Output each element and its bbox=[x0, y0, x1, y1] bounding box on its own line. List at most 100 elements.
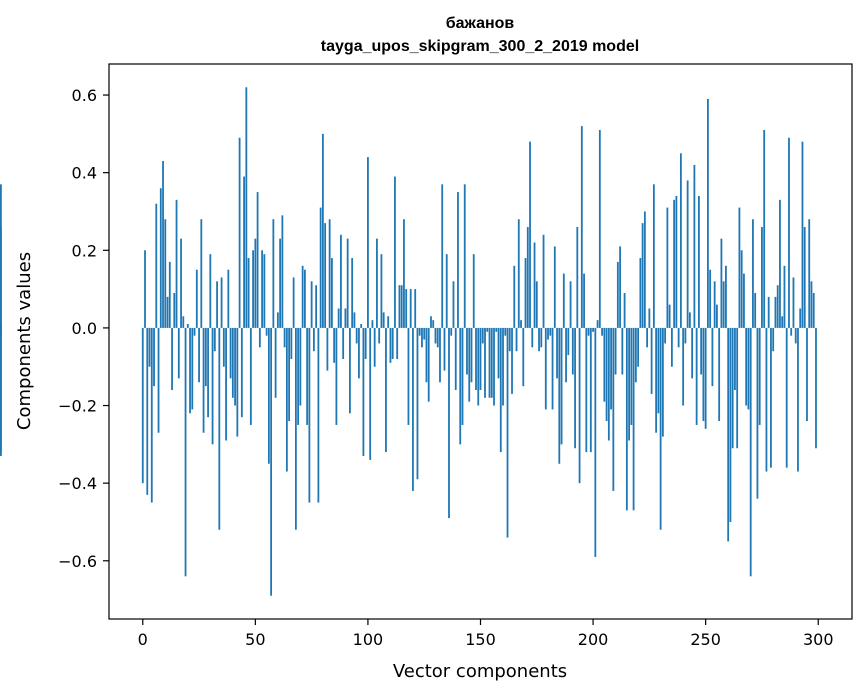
bar bbox=[743, 273, 745, 328]
bar bbox=[502, 327, 504, 406]
bar bbox=[276, 312, 279, 328]
bar bbox=[425, 327, 428, 383]
bar bbox=[655, 327, 658, 433]
bar bbox=[592, 327, 594, 332]
bar bbox=[200, 219, 203, 328]
bar bbox=[713, 281, 716, 328]
bar bbox=[506, 327, 509, 538]
bar bbox=[477, 327, 480, 406]
bar bbox=[459, 327, 462, 445]
x-axis: 0 50 100 150 200 250 300 bbox=[138, 619, 834, 649]
bar bbox=[790, 327, 793, 336]
bar bbox=[270, 327, 273, 596]
bar bbox=[346, 238, 349, 328]
bar bbox=[607, 327, 610, 441]
bar bbox=[427, 327, 430, 402]
bar bbox=[216, 281, 218, 328]
bar bbox=[432, 320, 435, 328]
bar bbox=[752, 219, 754, 328]
bar bbox=[245, 87, 248, 328]
y-tick-label: 0.6 bbox=[72, 86, 97, 105]
y-axis: −0.6 −0.4 −0.2 0.0 0.2 0.4 0.6 bbox=[58, 86, 109, 571]
bar bbox=[409, 289, 412, 328]
bar bbox=[745, 327, 748, 406]
bar bbox=[677, 327, 680, 348]
bar bbox=[470, 327, 473, 383]
bar bbox=[711, 327, 714, 387]
bars-group bbox=[0, 87, 817, 596]
bar bbox=[290, 327, 293, 359]
bar bbox=[490, 327, 493, 398]
bar bbox=[612, 327, 615, 491]
bar bbox=[294, 327, 297, 530]
bar bbox=[698, 195, 700, 328]
bar bbox=[461, 327, 464, 425]
bar bbox=[646, 327, 649, 348]
bar bbox=[603, 327, 606, 402]
bar bbox=[630, 327, 633, 425]
bar bbox=[806, 327, 808, 422]
bar bbox=[589, 327, 592, 453]
bar bbox=[682, 327, 685, 406]
bar bbox=[571, 327, 574, 375]
bar bbox=[195, 269, 198, 328]
bar bbox=[499, 327, 502, 453]
bar bbox=[794, 327, 797, 344]
bar bbox=[394, 176, 396, 328]
bar bbox=[783, 265, 786, 328]
chart-subtitle: tayga_upos_skipgram_300_2_2019 model bbox=[321, 38, 639, 55]
bar bbox=[725, 265, 727, 328]
x-tick-label: 300 bbox=[803, 630, 834, 649]
bar bbox=[621, 327, 624, 375]
bar bbox=[601, 327, 603, 336]
bar bbox=[729, 327, 732, 522]
bar bbox=[328, 219, 331, 328]
bar bbox=[495, 327, 498, 332]
bar bbox=[405, 289, 408, 328]
bar bbox=[439, 327, 441, 383]
bar bbox=[675, 195, 678, 328]
bar bbox=[702, 327, 705, 422]
bar bbox=[358, 327, 360, 379]
bar bbox=[639, 258, 642, 328]
bar bbox=[763, 129, 766, 328]
y-tick-label: −0.4 bbox=[58, 474, 97, 493]
bar bbox=[511, 327, 513, 394]
bar bbox=[171, 327, 173, 391]
bar bbox=[479, 327, 482, 391]
bar bbox=[598, 129, 601, 328]
bar bbox=[272, 219, 275, 328]
bar bbox=[378, 327, 381, 344]
bar bbox=[650, 327, 653, 394]
bar bbox=[182, 316, 185, 328]
bar bbox=[779, 199, 781, 328]
bar bbox=[556, 327, 558, 379]
bar bbox=[526, 227, 529, 328]
bar bbox=[493, 327, 495, 406]
bar bbox=[157, 327, 160, 433]
bar bbox=[423, 327, 426, 340]
bar bbox=[153, 327, 155, 387]
bar bbox=[709, 269, 712, 328]
bar bbox=[256, 192, 259, 328]
bar bbox=[211, 327, 214, 445]
bar bbox=[486, 327, 489, 332]
bar bbox=[574, 327, 576, 449]
bar bbox=[204, 327, 207, 387]
bar bbox=[150, 327, 153, 503]
bar bbox=[265, 327, 268, 336]
bar bbox=[281, 215, 284, 328]
bar bbox=[576, 227, 579, 328]
bar bbox=[450, 327, 453, 336]
bar bbox=[749, 327, 752, 577]
bar bbox=[718, 327, 721, 422]
bar bbox=[522, 327, 525, 387]
bar bbox=[371, 320, 374, 328]
x-tick-label: 200 bbox=[578, 630, 609, 649]
bar bbox=[261, 250, 263, 328]
bar bbox=[326, 327, 329, 371]
bar bbox=[772, 327, 775, 352]
bar bbox=[756, 327, 759, 499]
bar bbox=[306, 327, 309, 425]
bar bbox=[380, 254, 383, 328]
